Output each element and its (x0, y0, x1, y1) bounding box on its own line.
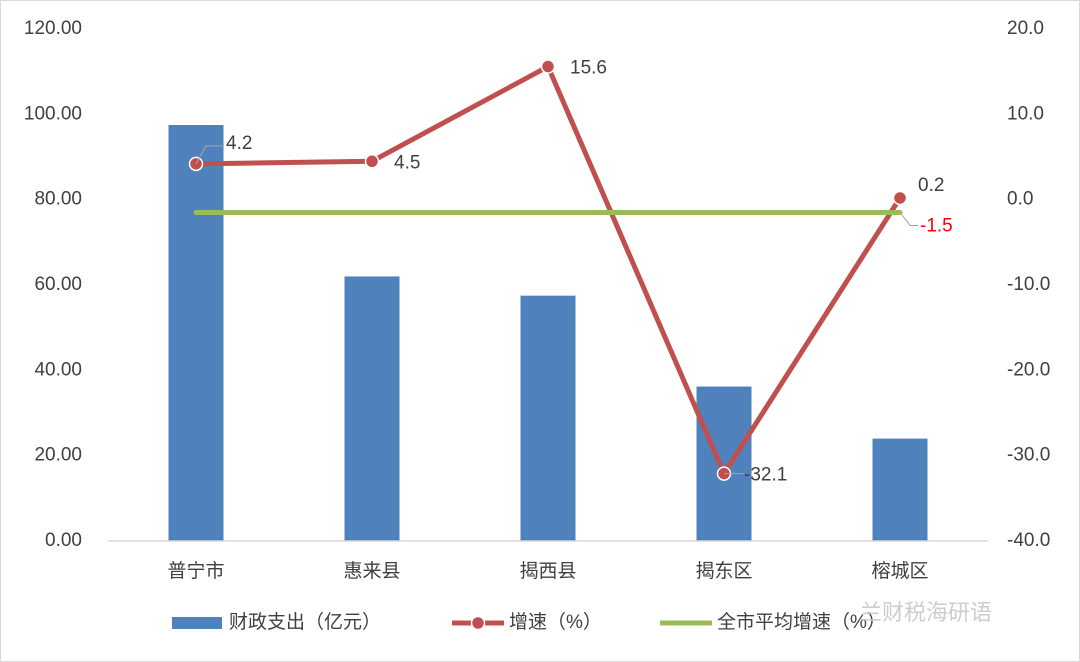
x-tick-label: 惠来县 (343, 560, 400, 582)
x-tick-label: 榕城区 (871, 560, 928, 582)
legend-label: 全市平均增速（%） (717, 611, 886, 633)
legend-swatch (172, 617, 222, 629)
data-label: 15.6 (570, 58, 607, 79)
legend-label: 财政支出（亿元） (229, 611, 381, 633)
data-label: 4.5 (394, 152, 420, 173)
y2-tick-label: 10.0 (1007, 103, 1044, 124)
y2-tick-label: -10.0 (1007, 274, 1050, 295)
x-tick-label: 普宁市 (167, 560, 224, 582)
bar (696, 386, 752, 541)
y-tick-label: 0.00 (45, 530, 82, 551)
y-tick-label: 120.00 (24, 18, 82, 39)
y2-tick-label: -20.0 (1007, 359, 1050, 380)
y2-tick-label: -40.0 (1007, 530, 1050, 551)
y-tick-label: 100.00 (24, 103, 82, 124)
y-tick-label: 20.00 (34, 445, 82, 466)
data-label: 0.2 (918, 175, 944, 196)
y-tick-label: 60.00 (34, 274, 82, 295)
data-label: -32.1 (744, 465, 787, 486)
line-marker (540, 59, 556, 74)
legend-marker (470, 615, 486, 631)
data-label: 4.2 (226, 133, 252, 154)
y2-tick-label: -30.0 (1007, 445, 1050, 466)
legend-label: 增速（%） (509, 611, 602, 633)
x-tick-label: 揭东区 (695, 560, 752, 582)
bar (520, 295, 576, 541)
x-tick-label: 揭西县 (519, 560, 576, 582)
y2-tick-label: 20.0 (1007, 18, 1044, 39)
y-tick-label: 80.00 (34, 189, 82, 210)
leader-line (195, 145, 224, 165)
line-marker (892, 190, 908, 206)
bar (344, 276, 400, 541)
watermark: 兰财税海研语 (860, 600, 992, 625)
y2-tick-label: 0.0 (1007, 189, 1033, 210)
bar (872, 438, 928, 541)
line-marker (364, 154, 380, 169)
leader-line (899, 212, 918, 226)
data-label: -1.5 (920, 215, 953, 236)
bar (168, 125, 224, 541)
y-tick-label: 40.00 (34, 359, 82, 380)
